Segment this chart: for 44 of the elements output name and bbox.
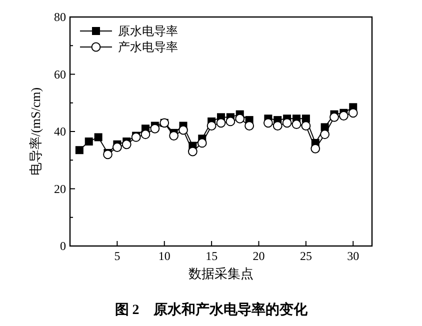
point [122, 140, 132, 150]
point [197, 138, 207, 148]
text: 图 2 原水和产水电导率的变化 [114, 301, 308, 318]
point [302, 114, 310, 123]
point [272, 121, 282, 130]
y-tick-label: 20 [54, 182, 66, 196]
point [206, 121, 216, 130]
point [169, 131, 179, 140]
point [84, 138, 93, 146]
point [338, 111, 348, 120]
point [244, 121, 254, 130]
point [235, 114, 245, 124]
point [292, 120, 302, 130]
point [330, 112, 339, 122]
point [348, 108, 358, 118]
point [94, 133, 102, 142]
point [150, 124, 160, 134]
x-axis-title: 数据采集点 [188, 266, 254, 281]
point [310, 144, 320, 154]
y-tick-label: 60 [54, 67, 66, 82]
point [140, 130, 150, 140]
x-tick-label: 10 [158, 249, 170, 263]
x-tick-label: 25 [300, 249, 312, 263]
point [216, 118, 226, 128]
legend-label: 产水电导率 [118, 40, 178, 54]
point [178, 125, 188, 135]
point [103, 150, 112, 160]
y-tick-label: 40 [54, 124, 66, 139]
point [75, 146, 84, 154]
point [282, 118, 292, 128]
point [301, 121, 311, 130]
x-tick-label: 30 [347, 249, 360, 263]
y-axis-title: 电导率/(mS/cm) [28, 87, 43, 176]
point [188, 146, 198, 156]
point [112, 142, 122, 152]
x-tick-label: 5 [114, 249, 120, 263]
y-tick-label: 80 [54, 10, 66, 24]
point [226, 116, 236, 126]
point [263, 118, 273, 128]
x-tick-label: 20 [252, 249, 265, 263]
x-tick-label: 15 [206, 249, 218, 263]
point [320, 130, 330, 140]
legend-label: 原水电导率 [118, 24, 178, 38]
y-tick-label: 0 [60, 239, 66, 254]
